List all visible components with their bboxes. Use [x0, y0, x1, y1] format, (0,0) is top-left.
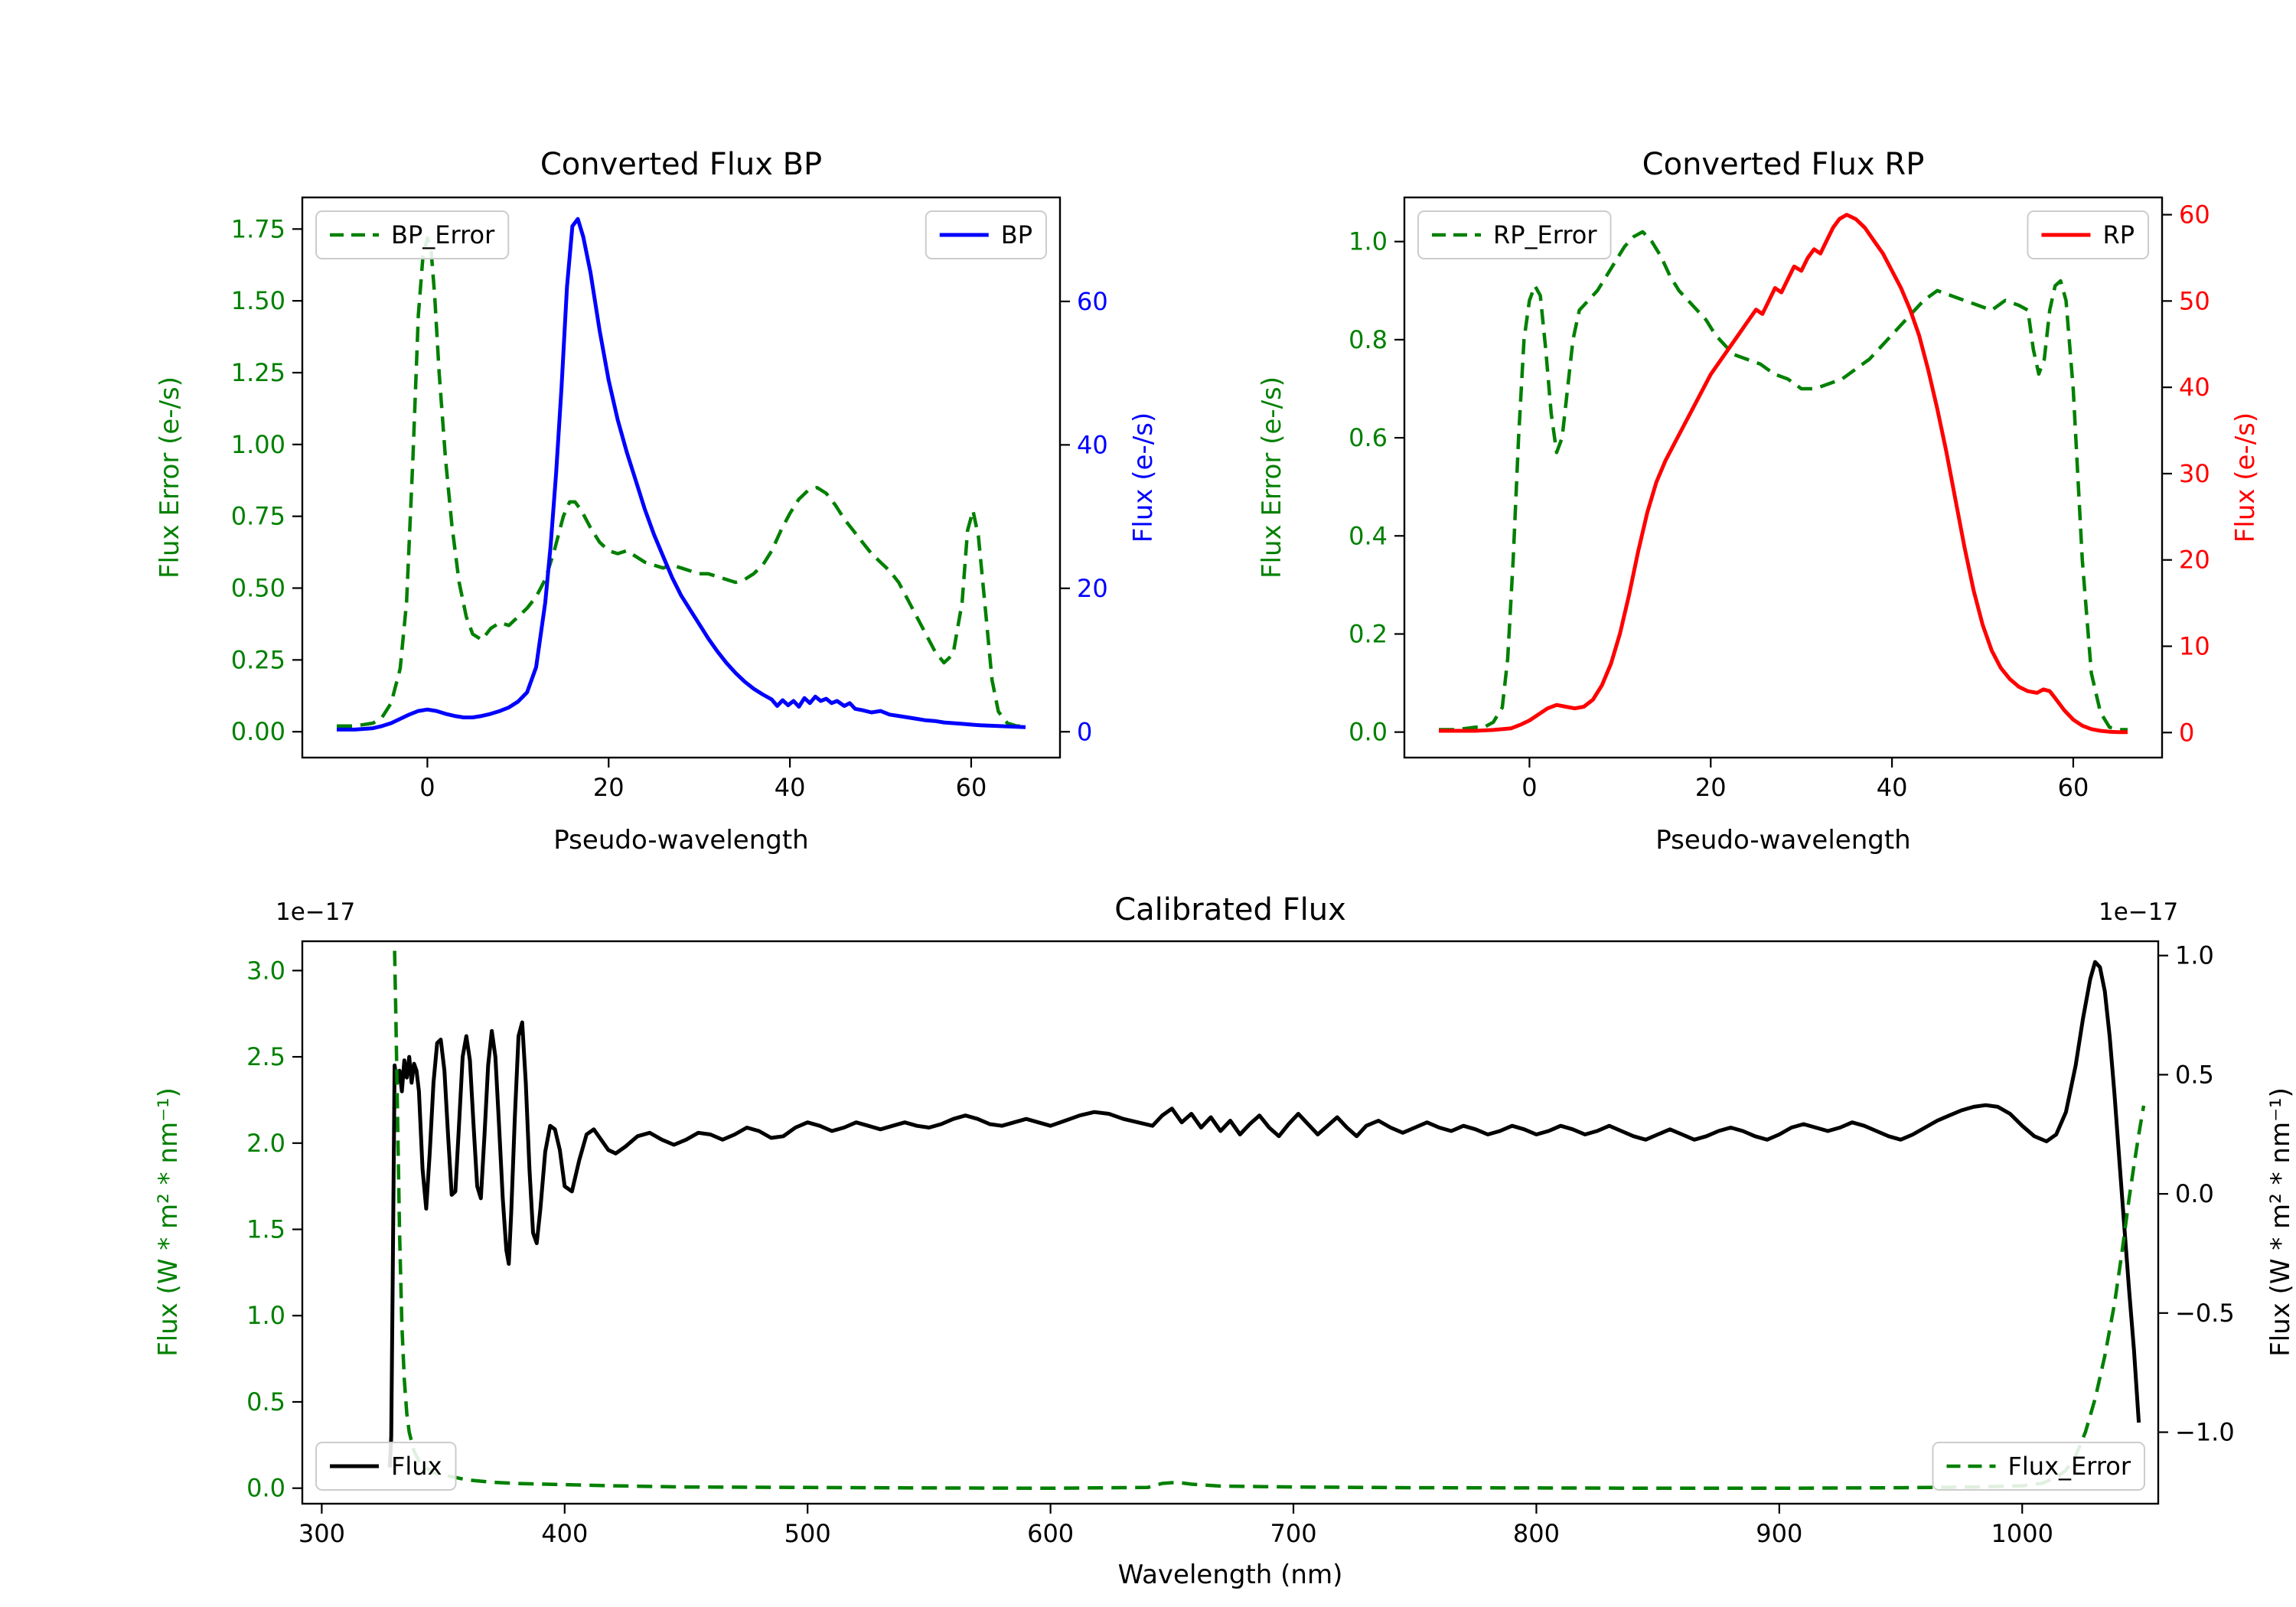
y-tick-label-left: 0.00: [231, 717, 285, 746]
legend-label: Flux_Error: [2007, 1452, 2131, 1481]
legend-label: BP: [1001, 220, 1032, 249]
legend-label: Flux: [391, 1452, 442, 1481]
y-tick-label-left: 0.25: [231, 645, 285, 674]
legend-label: RP: [2102, 220, 2135, 249]
chart-2: 300 400 500 600 700 800 900 1000 0.0 0.5 1.0 1.5 2.0…: [246, 940, 2235, 1548]
plot-frame: [301, 940, 2160, 1505]
y-tick-label-right: −0.5: [2175, 1299, 2235, 1328]
x-axis-label-calibrated: Wavelength (nm): [1117, 1560, 1343, 1590]
y-tick-label-left: 2.5: [246, 1042, 285, 1071]
y-tick-label-right: 1.0: [2175, 941, 2214, 970]
x-tick-label: 20: [593, 773, 625, 802]
x-tick-label: 60: [956, 773, 987, 802]
y-tick-label-left: 0.6: [1349, 423, 1388, 452]
chart-title-rp: Converted Flux RP: [1642, 147, 1925, 182]
x-tick-label: 40: [1877, 773, 1908, 802]
series-rp: [1439, 213, 2128, 735]
chart-1: 0 20 40 60 0.0 0.2 0.4 0.6 0.8 1.0 0 10 20 30 40 50 60 RP…: [1349, 196, 2210, 802]
y-tick-label-right: 0.0: [2175, 1179, 2214, 1208]
y-tick-label-left: 0.75: [231, 502, 285, 531]
x-tick-label: 500: [784, 1519, 831, 1548]
y-tick-label-right: −1.0: [2175, 1418, 2235, 1447]
y-axis-label-bp-error: Flux Error (e-/s): [155, 376, 185, 579]
y-tick-label-right: 10: [2179, 632, 2210, 661]
y-tick-label-left: 0.50: [231, 574, 285, 603]
legend-rp: RP: [2027, 210, 2149, 259]
y-tick-label-right: 0.5: [2175, 1060, 2214, 1089]
x-tick-label: 600: [1027, 1519, 1074, 1548]
y-tick-label-left: 0.4: [1349, 521, 1388, 550]
legend-flux_error: Flux_Error: [1932, 1442, 2145, 1491]
y-tick-label-left: 1.75: [231, 214, 285, 243]
legend-bp: BP: [925, 210, 1047, 259]
legend-box: [1417, 210, 1612, 259]
legend-bp_error: BP_Error: [315, 210, 510, 259]
y-tick-label-right: 0: [1077, 717, 1092, 746]
y-tick-label-left: 0.0: [246, 1474, 285, 1503]
y-tick-label-right: 40: [2179, 373, 2210, 402]
chart-title-calibrated: Calibrated Flux: [1114, 892, 1346, 927]
y-axis-label-cal-flux-right: Flux (W * m² * nm⁻¹): [2265, 1087, 2296, 1357]
x-tick-label: 40: [775, 773, 806, 802]
legend-box: [1932, 1442, 2145, 1491]
x-tick-label: 1000: [1991, 1519, 2053, 1548]
y-tick-label-left: 1.0: [1349, 227, 1388, 256]
x-tick-label: 60: [2058, 773, 2089, 802]
y-axis-label-rp-error: Flux Error (e-/s): [1257, 376, 1287, 579]
legend-box: [315, 210, 510, 259]
y-tick-label-right: 20: [1077, 574, 1108, 603]
series-rp_error: [1439, 230, 2128, 732]
x-tick-label: 700: [1270, 1519, 1316, 1548]
x-tick-label: 0: [1521, 773, 1537, 802]
x-tick-label: 20: [1695, 773, 1727, 802]
legend-box: [315, 1442, 457, 1491]
legend-label: BP_Error: [391, 220, 495, 249]
chart-0: 0 20 40 60 0.00 0.25 0.50 0.75 1.00 1.25 1.50 1.75 0…: [231, 196, 1108, 802]
y-tick-label-right: 30: [2179, 459, 2210, 488]
series-bp: [337, 217, 1026, 732]
y-tick-label-left: 0.0: [1349, 718, 1388, 747]
x-tick-label: 800: [1513, 1519, 1560, 1548]
y-tick-label-left: 1.50: [231, 286, 285, 315]
legend-label: RP_Error: [1493, 220, 1597, 249]
legend-flux: Flux: [315, 1442, 457, 1491]
x-axis-label-rp: Pseudo-wavelength: [1655, 825, 1911, 856]
y-tick-label-left: 1.25: [231, 358, 285, 387]
plot-frame: [1403, 196, 2164, 759]
x-tick-label: 900: [1756, 1519, 1802, 1548]
y-tick-label-right: 60: [1077, 287, 1108, 316]
y-tick-label-left: 1.00: [231, 430, 285, 459]
y-tick-label-left: 0.5: [246, 1387, 285, 1416]
y-axis-label-bp-flux: Flux (e-/s): [1128, 412, 1159, 543]
series-bp_error: [337, 236, 1026, 728]
y-tick-label-right: 20: [2179, 546, 2210, 575]
y-tick-label-right: 50: [2179, 286, 2210, 315]
y-tick-label-left: 2.0: [246, 1129, 285, 1158]
y-axis-label-cal-flux-left: Flux (W * m² * nm⁻¹): [153, 1087, 184, 1357]
series-flux: [387, 960, 2141, 1468]
legend-rp_error: RP_Error: [1417, 210, 1612, 259]
y-axis-label-rp-flux: Flux (e-/s): [2230, 412, 2261, 543]
y-tick-label-left: 0.8: [1349, 325, 1388, 354]
y-tick-label-left: 0.2: [1349, 619, 1388, 648]
y-tick-label-right: 60: [2179, 200, 2210, 230]
y-tick-label-left: 3.0: [246, 956, 285, 985]
y-tick-label-left: 1.0: [246, 1301, 285, 1330]
x-tick-label: 400: [541, 1519, 588, 1548]
plot-frame: [301, 196, 1062, 759]
x-tick-label: 0: [419, 773, 435, 802]
chart-title-bp: Converted Flux BP: [540, 147, 823, 182]
y-tick-label-left: 1.5: [246, 1215, 285, 1244]
y-tick-label-right: 40: [1077, 430, 1108, 459]
series-flux_error: [393, 950, 2146, 1491]
offset-text-left: 1e−17: [276, 898, 356, 926]
offset-text-right: 1e−17: [2099, 898, 2179, 926]
x-axis-label-bp: Pseudo-wavelength: [553, 825, 809, 856]
x-tick-label: 300: [298, 1519, 345, 1548]
y-tick-label-right: 0: [2179, 718, 2194, 747]
